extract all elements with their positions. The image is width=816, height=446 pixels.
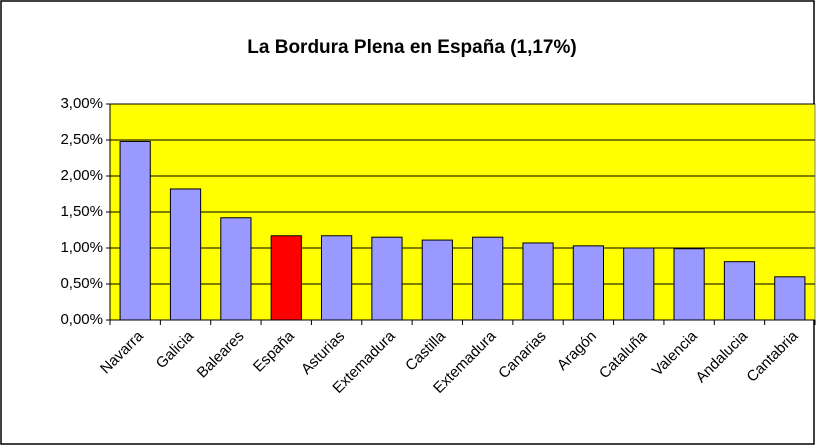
y-tick-label: 3,00%	[60, 95, 103, 112]
bar	[321, 235, 353, 321]
y-tick-label: 1,50%	[60, 203, 103, 220]
bar	[472, 236, 504, 321]
bar	[723, 261, 756, 321]
bar	[220, 217, 252, 321]
y-tick-label: 2,00%	[60, 167, 103, 184]
bar	[774, 276, 806, 321]
bar	[270, 235, 302, 321]
bar	[522, 242, 554, 321]
bar	[169, 188, 202, 321]
y-tick-label: 2,50%	[60, 131, 103, 148]
bar	[673, 248, 705, 321]
chart-title: La Bordura Plena en España (1,17%)	[247, 37, 576, 58]
y-tick-label: 1,00%	[60, 239, 103, 256]
y-tick-label: 0,50%	[60, 275, 103, 292]
bar	[572, 245, 604, 321]
bar	[119, 140, 151, 321]
bar	[623, 247, 655, 321]
bar	[371, 236, 403, 321]
y-tick-label: 0,00%	[60, 311, 103, 328]
bar	[421, 239, 453, 321]
